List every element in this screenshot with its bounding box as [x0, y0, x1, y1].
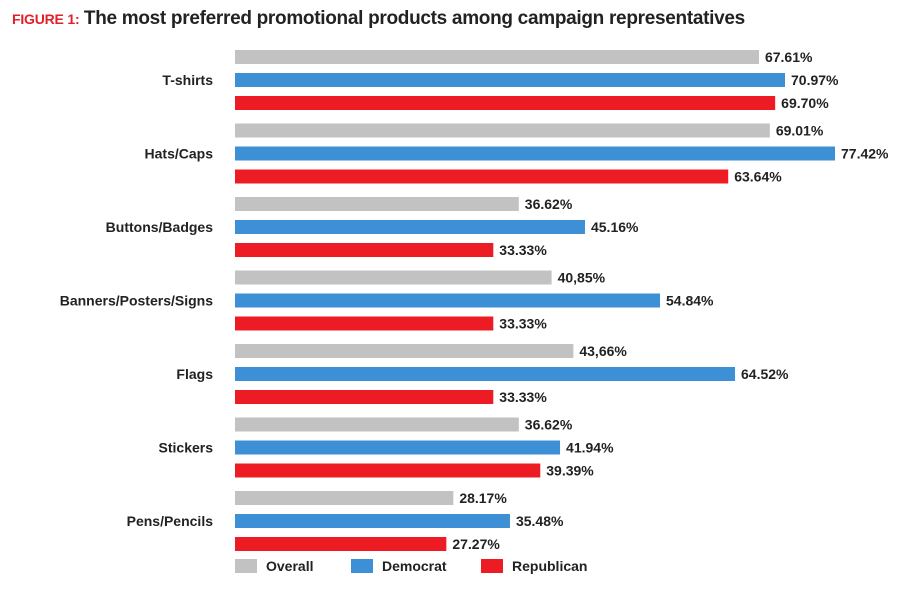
value-label: 27.27%: [452, 536, 500, 552]
value-label: 33.33%: [499, 389, 547, 405]
bar-overall: [235, 123, 770, 138]
bar-overall: [235, 50, 759, 64]
value-label: 45.16%: [591, 219, 639, 235]
value-label: 69.01%: [776, 123, 824, 139]
bar-republican: [235, 390, 494, 404]
bar-democrat: [235, 440, 561, 455]
bar-republican: [235, 169, 729, 184]
category-label: Buttons/Badges: [106, 219, 214, 235]
value-label: 43,66%: [579, 343, 627, 359]
value-label: 77.42%: [841, 146, 889, 162]
legend-swatch-democrat: [351, 559, 373, 573]
legend-swatch-overall: [235, 559, 257, 573]
category-label: Flags: [176, 366, 213, 382]
bar-democrat: [235, 514, 510, 528]
category-label: Hats/Caps: [145, 146, 214, 162]
bar-overall: [235, 270, 552, 285]
legend-label-republican: Republican: [512, 558, 587, 574]
value-label: 63.64%: [734, 169, 782, 185]
bar-democrat: [235, 146, 835, 161]
bar-democrat: [235, 220, 585, 234]
bar-republican: [235, 96, 776, 110]
bar-overall: [235, 197, 519, 211]
value-label: 41.94%: [566, 440, 614, 456]
value-label: 36.62%: [525, 417, 573, 433]
bar-democrat: [235, 293, 661, 308]
bar-overall: [235, 491, 454, 505]
value-label: 36.62%: [525, 196, 573, 212]
bar-overall: [235, 417, 519, 432]
category-label: Stickers: [159, 440, 214, 456]
bar-republican: [235, 243, 494, 257]
bar-republican: [235, 463, 541, 478]
bar-overall: [235, 344, 574, 358]
value-label: 70.97%: [791, 72, 839, 88]
value-label: 64.52%: [741, 366, 789, 382]
value-label: 33.33%: [499, 316, 547, 332]
legend-label-overall: Overall: [266, 558, 313, 574]
chart-title: FIGURE 1: The most preferred promotional…: [12, 8, 745, 30]
category-label: T-shirts: [162, 72, 213, 88]
value-label: 40,85%: [558, 270, 606, 286]
value-label: 35.48%: [516, 513, 564, 529]
legend-swatch-republican: [481, 559, 503, 573]
bar-republican: [235, 316, 494, 331]
value-label: 39.39%: [546, 463, 594, 479]
value-label: 33.33%: [499, 242, 547, 258]
figure-title: The most preferred promotional products …: [83, 8, 745, 29]
value-label: 28.17%: [459, 490, 507, 506]
value-label: 54.84%: [666, 293, 714, 309]
bar-democrat: [235, 367, 736, 381]
value-label: 67.61%: [765, 49, 813, 65]
figure-label: FIGURE 1:: [12, 11, 80, 27]
category-label: Pens/Pencils: [127, 513, 214, 529]
value-label: 69.70%: [781, 95, 829, 111]
category-label: Banners/Posters/Signs: [60, 293, 213, 309]
bar-democrat: [235, 73, 786, 87]
bar-republican: [235, 537, 447, 551]
legend-label-democrat: Democrat: [382, 558, 447, 574]
